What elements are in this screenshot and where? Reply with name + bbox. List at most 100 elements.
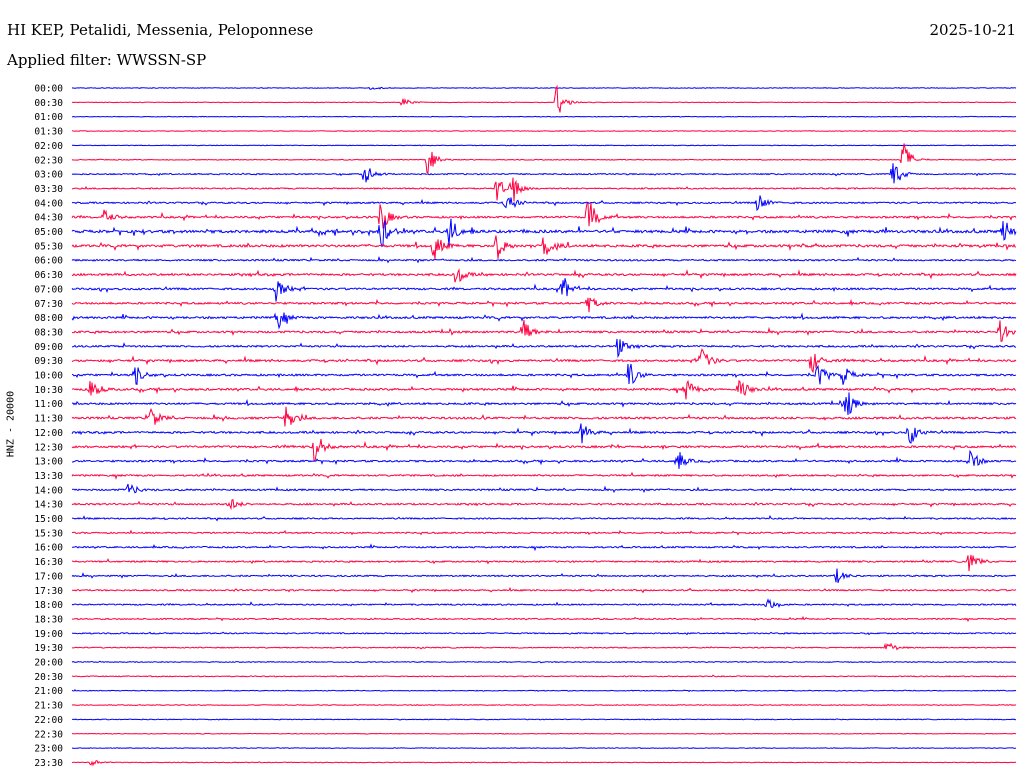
row-labels: 00:00 00:30 01:00 01:30 02:00 02:30 03:00 03:30… — [34, 84, 63, 769]
row-time-label: 03:00 — [34, 170, 63, 181]
trace-row — [71, 732, 1017, 735]
filter-label: Applied filter: WWSSN-SP — [7, 51, 207, 69]
row-time-label: 14:00 — [34, 485, 63, 496]
trace-row — [71, 598, 1017, 609]
row-time-label: 04:00 — [34, 198, 63, 209]
trace-row — [71, 660, 1016, 664]
trace-row — [71, 202, 1017, 229]
row-time-label: 17:00 — [34, 571, 63, 582]
trace-row — [71, 586, 1017, 594]
trace-row — [71, 392, 1017, 416]
row-time-label: 07:00 — [34, 284, 63, 295]
row-time-label: 11:30 — [34, 414, 63, 425]
trace-row — [71, 379, 1017, 400]
trace-row — [71, 84, 1017, 113]
trace-row — [71, 235, 1017, 260]
trace-row — [71, 177, 1017, 202]
trace-row — [71, 438, 1017, 462]
trace-row — [72, 543, 1017, 552]
trace-row — [71, 312, 1017, 330]
trace-row — [71, 449, 1017, 469]
row-time-label: 20:30 — [34, 672, 63, 683]
row-time-label: 00:30 — [34, 98, 63, 109]
row-time-label: 06:00 — [34, 256, 63, 267]
row-time-label: 22:00 — [34, 715, 63, 726]
trace-row — [71, 514, 1017, 522]
trace-row — [71, 129, 1017, 132]
trace-row — [72, 747, 1017, 749]
trace-row — [71, 115, 1017, 118]
seismic-traces — [71, 84, 1017, 767]
trace-row — [71, 297, 1017, 313]
trace-row — [71, 278, 1017, 302]
row-time-label: 08:00 — [34, 313, 63, 324]
row-time-label: 01:30 — [34, 127, 63, 138]
trace-row — [71, 471, 1017, 480]
plot-date: 2025-10-21 — [929, 21, 1016, 39]
row-time-label: 10:30 — [34, 385, 63, 396]
row-time-label: 04:30 — [34, 213, 63, 224]
trace-row — [72, 615, 1017, 623]
row-time-label: 11:00 — [34, 399, 63, 410]
trace-row — [71, 348, 1017, 374]
row-time-label: 12:00 — [34, 428, 63, 439]
row-time-label: 23:30 — [34, 758, 63, 769]
trace-row — [71, 499, 1017, 511]
trace-row — [71, 642, 1017, 651]
trace-row — [71, 631, 1017, 636]
trace-row — [71, 268, 1017, 283]
row-time-label: 21:30 — [34, 701, 63, 712]
row-time-label: 09:00 — [34, 342, 63, 353]
trace-row — [71, 674, 1017, 678]
row-time-label: 20:00 — [34, 658, 63, 669]
trace-row — [71, 319, 1017, 342]
row-time-label: 22:30 — [34, 729, 63, 740]
row-time-label: 17:30 — [34, 586, 63, 597]
row-time-label: 08:30 — [34, 327, 63, 338]
trace-row — [71, 218, 1017, 248]
row-time-label: 19:30 — [34, 643, 63, 654]
trace-row — [71, 423, 1017, 444]
trace-row — [71, 483, 1017, 494]
row-time-label: 14:30 — [34, 500, 63, 511]
row-time-label: 05:30 — [34, 241, 63, 252]
row-time-label: 06:30 — [34, 270, 63, 281]
row-time-label: 03:30 — [34, 184, 63, 195]
row-time-label: 21:00 — [34, 686, 63, 697]
row-time-label: 10:00 — [34, 371, 63, 382]
trace-row — [71, 195, 1017, 212]
row-time-label: 13:00 — [34, 457, 63, 468]
row-time-label: 18:30 — [34, 614, 63, 625]
row-time-label: 09:30 — [34, 356, 63, 367]
row-time-label: 15:00 — [34, 514, 63, 525]
row-time-label: 00:00 — [34, 84, 63, 95]
trace-row — [71, 704, 1017, 707]
row-time-label: 23:00 — [34, 744, 63, 755]
trace-row — [71, 689, 1017, 693]
row-time-label: 01:00 — [34, 112, 63, 123]
trace-row — [71, 143, 1016, 174]
trace-row — [71, 255, 1017, 264]
trace-row — [71, 760, 1017, 767]
row-time-label: 02:00 — [34, 141, 63, 152]
row-time-label: 15:30 — [34, 528, 63, 539]
trace-row — [71, 554, 1017, 572]
trace-row — [71, 568, 1017, 584]
station-title: HI KEP, Petalidi, Messenia, Peloponnese — [7, 21, 314, 39]
trace-row — [71, 163, 1017, 184]
row-time-label: 13:30 — [34, 471, 63, 482]
trace-row — [71, 86, 1017, 90]
row-time-label: 12:30 — [34, 442, 63, 453]
row-time-label: 16:30 — [34, 557, 63, 568]
row-time-label: 19:00 — [34, 629, 63, 640]
row-time-label: 07:30 — [34, 299, 63, 310]
row-time-label: 16:00 — [34, 543, 63, 554]
row-time-label: 02:30 — [34, 155, 63, 166]
trace-row — [71, 144, 1017, 147]
row-time-label: 18:00 — [34, 600, 63, 611]
trace-row — [71, 338, 1016, 359]
trace-row — [71, 529, 1017, 536]
trace-row — [71, 406, 1017, 427]
trace-row — [71, 718, 1017, 721]
